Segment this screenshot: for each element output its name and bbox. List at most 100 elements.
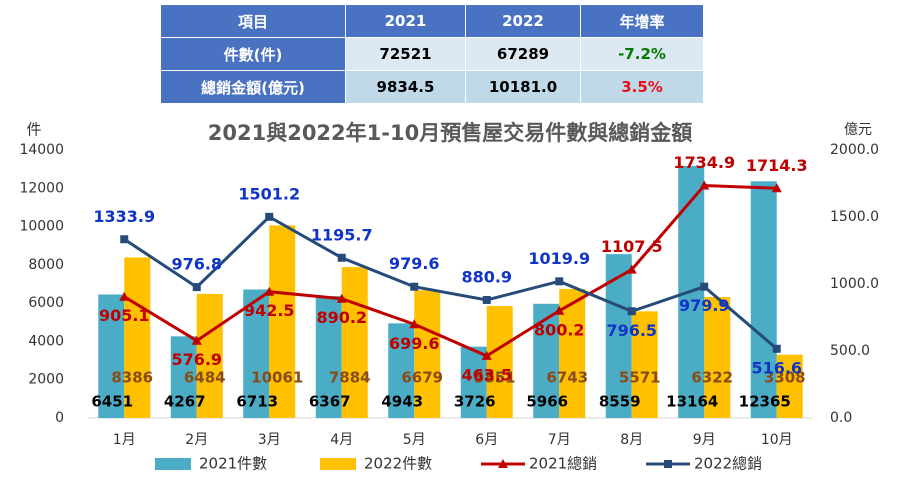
line-value-label: 699.6 xyxy=(389,334,440,353)
bar xyxy=(486,305,513,418)
table-row: 總銷金額(億元) 9834.5 10181.0 3.5% xyxy=(160,70,704,104)
y-tick-label: 14000 xyxy=(19,142,64,158)
cell: 67289 xyxy=(465,37,581,71)
bar-value-label: 5851 xyxy=(474,369,516,387)
header-cell: 年增率 xyxy=(580,4,704,38)
y2-axis-label: 億元 xyxy=(844,122,872,138)
bar xyxy=(98,294,125,418)
x-tick-label: 7月 xyxy=(548,432,571,448)
legend-label: 2021件數 xyxy=(199,455,267,473)
bar-value-label: 12365 xyxy=(739,393,791,411)
line-marker xyxy=(120,235,129,244)
y-tick-label: 4000 xyxy=(28,333,64,349)
bar-value-label: 8559 xyxy=(599,393,641,411)
y-tick-label: 2000 xyxy=(28,372,64,388)
y-tick-label: 10000 xyxy=(19,219,64,235)
bar-value-label: 6743 xyxy=(546,369,588,387)
x-tick-label: 1月 xyxy=(113,432,136,448)
x-tick-label: 8月 xyxy=(620,432,643,448)
bar-value-label: 6322 xyxy=(691,369,733,387)
bar-value-label: 5571 xyxy=(619,369,661,387)
line-value-label: 979.9 xyxy=(679,296,730,315)
table-header: 項目 2021 2022 年增率 xyxy=(160,4,704,38)
bar xyxy=(243,289,270,418)
line-marker xyxy=(771,183,782,193)
line-value-label: 463.5 xyxy=(461,365,512,384)
line-marker xyxy=(337,253,346,262)
bar xyxy=(631,311,658,418)
cell: 9834.5 xyxy=(345,70,466,104)
bar-value-label: 10061 xyxy=(251,369,303,387)
cell: 72521 xyxy=(345,37,466,71)
line-marker xyxy=(192,283,201,292)
legend-label: 2022總銷 xyxy=(694,455,762,473)
line-marker xyxy=(191,335,202,345)
bar xyxy=(559,288,586,418)
bar xyxy=(341,267,368,418)
line-value-label: 1107.5 xyxy=(601,237,663,256)
bar-value-label: 3308 xyxy=(764,369,806,387)
line-marker xyxy=(264,286,275,296)
rate-cell: -7.2% xyxy=(580,37,704,71)
legend-label: 2022件數 xyxy=(364,455,432,473)
line-marker xyxy=(336,293,347,303)
line-marker xyxy=(700,282,709,291)
bar xyxy=(124,257,151,418)
bar-value-label: 4267 xyxy=(164,393,206,411)
line-marker xyxy=(409,319,420,329)
line-marker xyxy=(119,291,130,301)
line-value-label: 890.2 xyxy=(316,308,367,327)
table-row: 件數(件) 72521 67289 -7.2% xyxy=(160,37,704,71)
y2-tick-label: 500.0 xyxy=(830,343,870,359)
x-tick-label: 10月 xyxy=(761,432,793,448)
line-value-label: 905.1 xyxy=(99,306,150,325)
line-value-label: 1714.3 xyxy=(746,156,808,175)
chart-title: 2021與2022年1-10月預售屋交易件數與總銷金額 xyxy=(208,121,692,145)
bar xyxy=(315,296,342,418)
bar-value-label: 13164 xyxy=(666,393,718,411)
line-marker xyxy=(410,282,419,291)
bar-value-label: 6679 xyxy=(401,369,443,387)
x-tick-label: 2月 xyxy=(185,432,208,448)
line-marker xyxy=(265,212,274,221)
bar-value-label: 6451 xyxy=(91,393,133,411)
bar xyxy=(460,346,487,418)
line-value-label: 1019.9 xyxy=(528,249,590,268)
y-tick-label: 0 xyxy=(55,410,64,426)
bar xyxy=(750,181,777,418)
bar-value-label: 3726 xyxy=(454,393,496,411)
legend-label: 2021總銷 xyxy=(529,455,597,473)
legend-marker xyxy=(498,459,508,468)
x-tick-label: 3月 xyxy=(258,432,281,448)
line xyxy=(123,214,778,350)
line-marker xyxy=(482,295,491,304)
x-tick-label: 9月 xyxy=(693,432,716,448)
rate-cell: 3.5% xyxy=(580,70,704,104)
bar-value-label: 7884 xyxy=(329,369,371,387)
legend-marker xyxy=(664,460,672,468)
bar xyxy=(704,296,731,418)
legend-swatch xyxy=(320,458,356,470)
cell: 10181.0 xyxy=(465,70,581,104)
y-axis-label: 件 xyxy=(26,121,41,139)
bar-value-label: 4943 xyxy=(381,393,423,411)
y2-tick-label: 1500.0 xyxy=(830,209,879,225)
line-value-label: 1734.9 xyxy=(673,153,735,172)
summary-table: 項目 2021 2022 年增率 件數(件) 72521 67289 -7.2%… xyxy=(160,4,704,104)
x-tick-label: 5月 xyxy=(403,432,426,448)
bar xyxy=(269,225,296,418)
row-label: 總銷金額(億元) xyxy=(160,70,346,104)
bar-value-label: 6484 xyxy=(184,369,226,387)
line-value-label: 1195.7 xyxy=(311,225,373,244)
bar-value-label: 5966 xyxy=(526,393,568,411)
line-marker xyxy=(554,305,565,315)
bar xyxy=(414,290,441,418)
bar xyxy=(776,354,803,418)
line-marker xyxy=(699,180,710,190)
x-tick-label: 4月 xyxy=(330,432,353,448)
line-marker xyxy=(555,277,564,286)
bar xyxy=(170,336,197,418)
legend-swatch xyxy=(155,458,191,470)
bar xyxy=(388,323,415,418)
